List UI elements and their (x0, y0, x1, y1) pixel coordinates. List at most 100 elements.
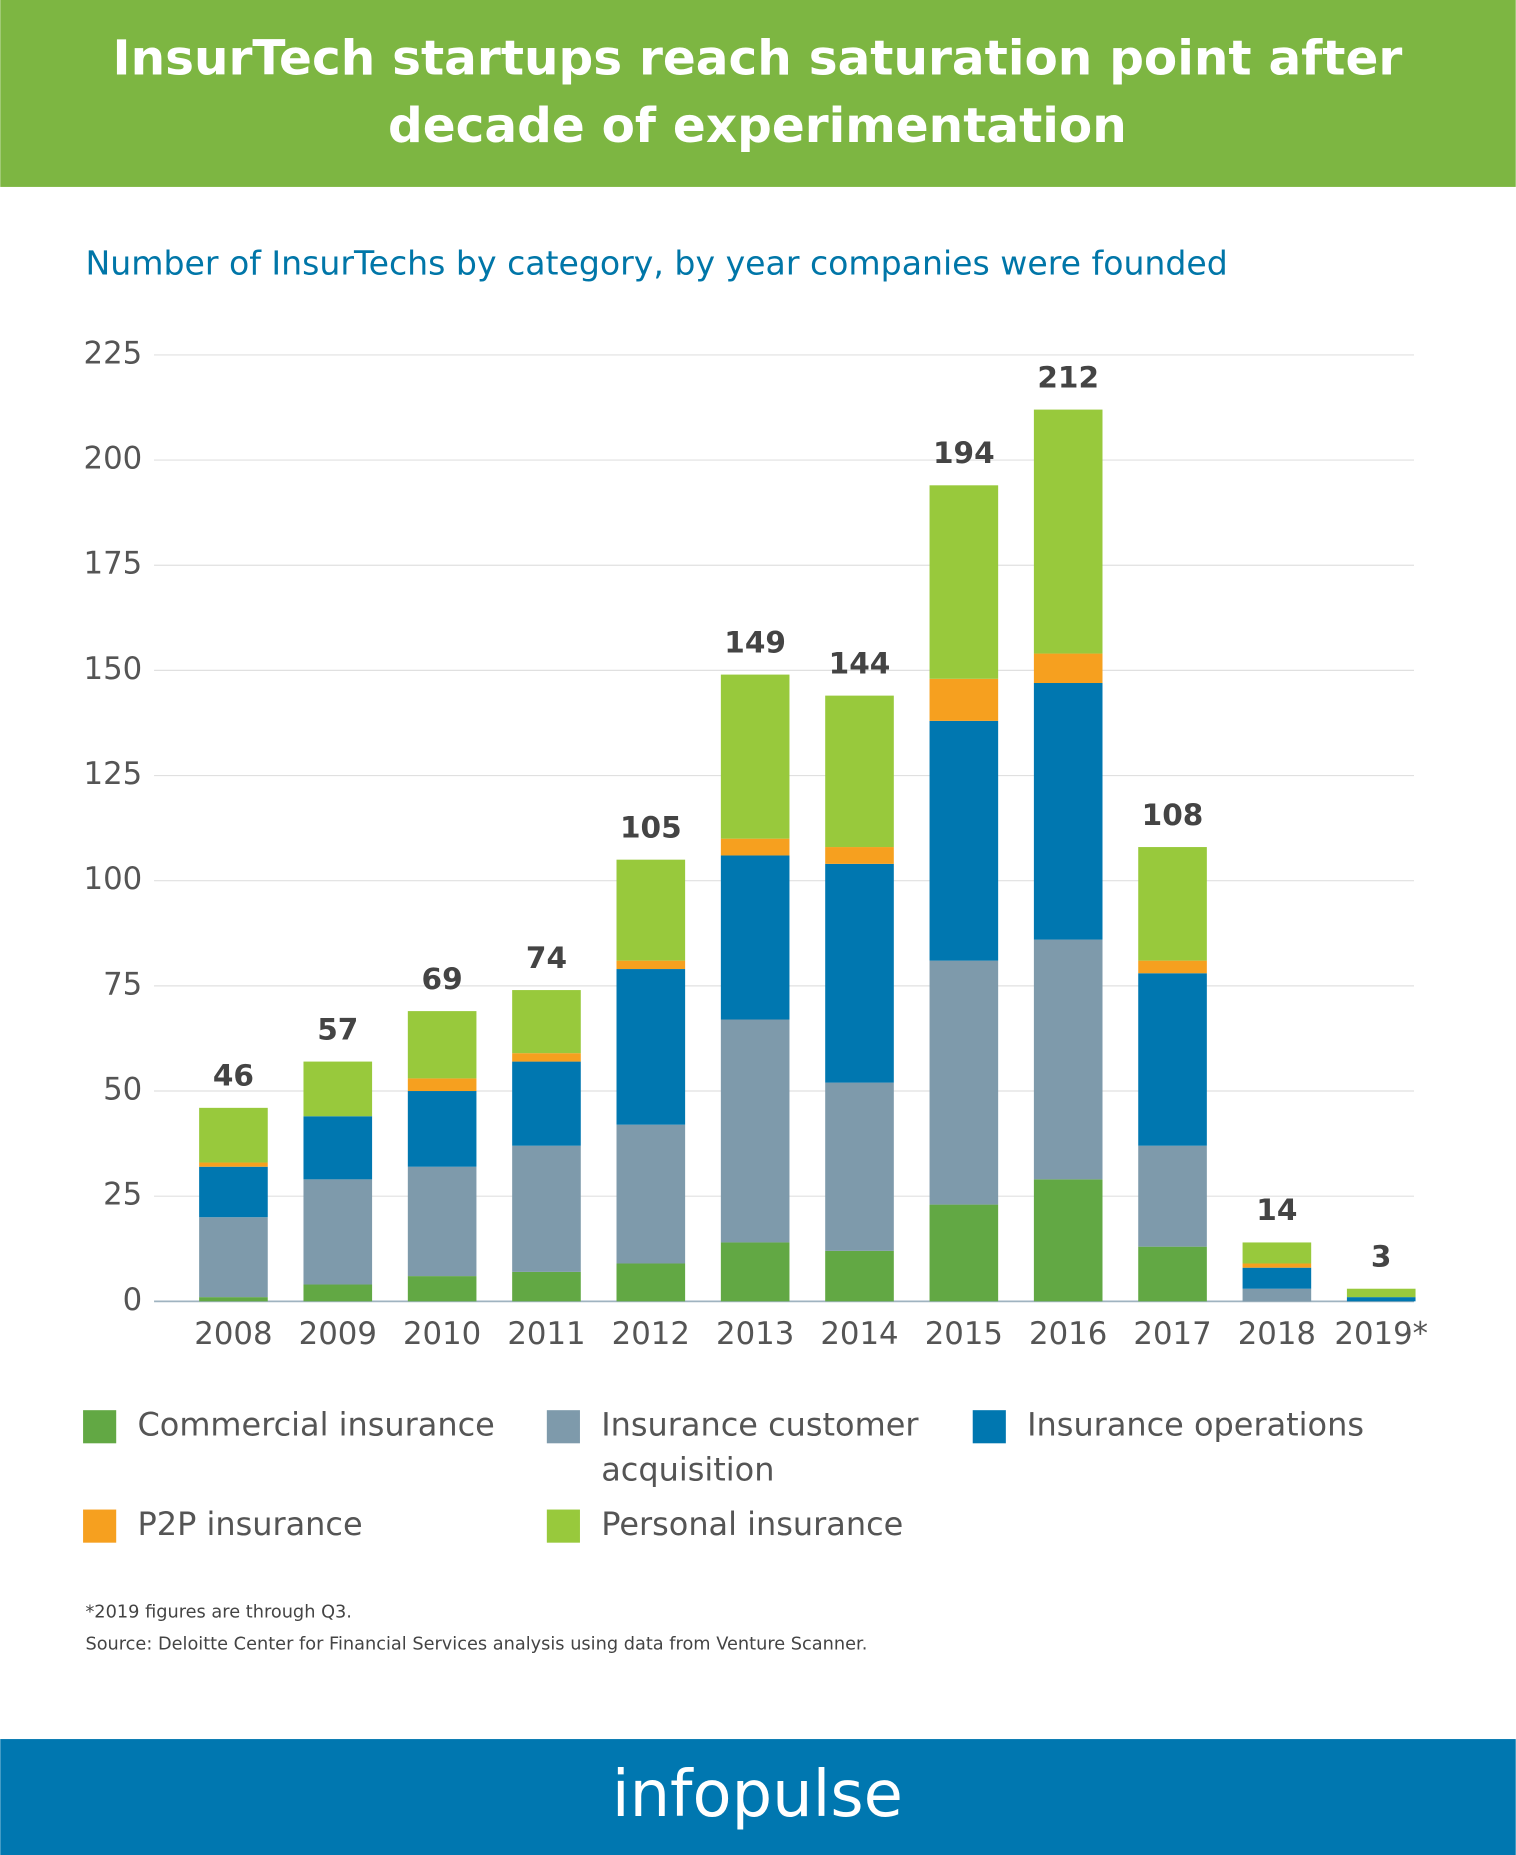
bar-segment (407, 1091, 477, 1167)
x-tick-label: 2011 (507, 1316, 585, 1352)
legend-swatch (83, 1509, 117, 1543)
footnote: Source: Deloitte Center for Financial Se… (85, 1634, 867, 1654)
bar-segment (303, 1116, 373, 1180)
bar-segment (512, 990, 581, 1054)
total-label: 3 (1371, 1239, 1392, 1273)
legend-label: Commercial insurance (137, 1406, 494, 1444)
x-tick-label: 2008 (194, 1316, 272, 1352)
x-tick-label: 2017 (1133, 1316, 1211, 1352)
bar-segment (407, 1011, 477, 1079)
bar-segment (720, 1019, 790, 1243)
x-tick-label: 2013 (716, 1316, 794, 1352)
legend-swatch (546, 1509, 580, 1543)
bar-segment (407, 1166, 477, 1277)
y-tick-label: 175 (84, 546, 143, 582)
bar-segment (616, 859, 686, 961)
y-tick-label: 75 (103, 966, 142, 1002)
total-label: 57 (317, 1012, 358, 1046)
total-label: 74 (526, 941, 567, 975)
x-tick-label: 2009 (299, 1316, 377, 1352)
total-label: 212 (1037, 360, 1099, 394)
total-label: 194 (933, 436, 995, 470)
bar-segment (1138, 973, 1207, 1146)
legend-label: Insurance operations (1027, 1406, 1364, 1444)
footnote: *2019 figures are through Q3. (85, 1602, 352, 1622)
y-tick-label: 200 (84, 441, 143, 477)
legend-label: Insurance customer acquisition (601, 1406, 919, 1489)
title-line: decade of experimentation (388, 98, 1127, 154)
bar-segment (616, 1263, 686, 1302)
bar-segment (199, 1107, 268, 1163)
bar-segment (303, 1061, 373, 1117)
bar-segment (1346, 1288, 1416, 1298)
x-tick-label: 2015 (925, 1316, 1003, 1352)
total-label: 69 (422, 962, 463, 996)
legend-label: Personal insurance (601, 1505, 903, 1543)
bar-segment (1033, 939, 1103, 1180)
y-tick-label: 50 (103, 1072, 142, 1108)
bar-segment (512, 1145, 581, 1272)
bar-segment (1033, 1179, 1103, 1302)
bar-segment (720, 855, 790, 1020)
bar-segment (199, 1297, 268, 1302)
footer-band (0, 1739, 1516, 1855)
x-tick-label: 2019* (1334, 1316, 1428, 1352)
y-tick-label: 0 (123, 1282, 143, 1318)
x-tick-label: 2010 (403, 1316, 481, 1352)
y-tick-label: 225 (84, 335, 143, 371)
bar-segment (720, 674, 790, 839)
bar-segment (616, 969, 686, 1125)
x-tick-label: 2012 (612, 1316, 690, 1352)
legend-label: P2P insurance (137, 1505, 362, 1543)
brand: infopulse (612, 1758, 903, 1832)
legend-swatch (972, 1410, 1006, 1444)
bar-segment (303, 1284, 373, 1302)
bar-segment (929, 678, 999, 721)
total-label: 144 (829, 646, 891, 680)
bar-segment (1242, 1242, 1312, 1264)
x-tick-label: 2016 (1029, 1316, 1107, 1352)
total-label: 105 (620, 810, 682, 844)
x-tick-label: 2018 (1238, 1316, 1316, 1352)
bar-segment (512, 1061, 581, 1146)
bar-segment (1346, 1297, 1416, 1302)
bar-segment (825, 847, 894, 864)
bar-segment (1138, 960, 1207, 974)
bar-segment (512, 1271, 581, 1302)
bar-segment (929, 1204, 999, 1302)
bar-segment (407, 1078, 477, 1092)
subtitle: Number of InsurTechs by category, by yea… (85, 244, 1227, 283)
bar-segment (825, 695, 894, 848)
bar-segment (929, 720, 999, 961)
bar-segment (1138, 1246, 1207, 1302)
y-tick-label: 25 (103, 1177, 142, 1213)
x-tick-label: 2014 (820, 1316, 898, 1352)
header-band (0, 0, 1516, 187)
bar-segment (825, 1082, 894, 1251)
bar-segment (1242, 1263, 1312, 1268)
bar-segment (1033, 409, 1103, 654)
bar-segment (199, 1217, 268, 1298)
bar-segment (720, 838, 790, 856)
bar-segment (1138, 847, 1207, 961)
total-label: 108 (1142, 798, 1204, 832)
bar-segment (825, 863, 894, 1083)
y-tick-label: 100 (84, 861, 143, 897)
total-label: 14 (1256, 1193, 1297, 1227)
legend-swatch (83, 1410, 117, 1444)
bar-segment (1138, 1145, 1207, 1247)
title-line: InsurTech startups reach saturation poin… (113, 31, 1403, 87)
bar-segment (929, 960, 999, 1205)
total-label: 149 (724, 625, 786, 659)
bar-segment (1242, 1267, 1312, 1289)
bar-segment (929, 485, 999, 679)
bar-segment (1033, 653, 1103, 684)
bar-segment (720, 1242, 790, 1302)
bar-segment (1242, 1288, 1312, 1302)
bar-segment (1033, 683, 1103, 940)
bar-segment (825, 1250, 894, 1302)
bar-segment (199, 1162, 268, 1167)
bar-segment (512, 1053, 581, 1062)
bar-segment (407, 1276, 477, 1302)
